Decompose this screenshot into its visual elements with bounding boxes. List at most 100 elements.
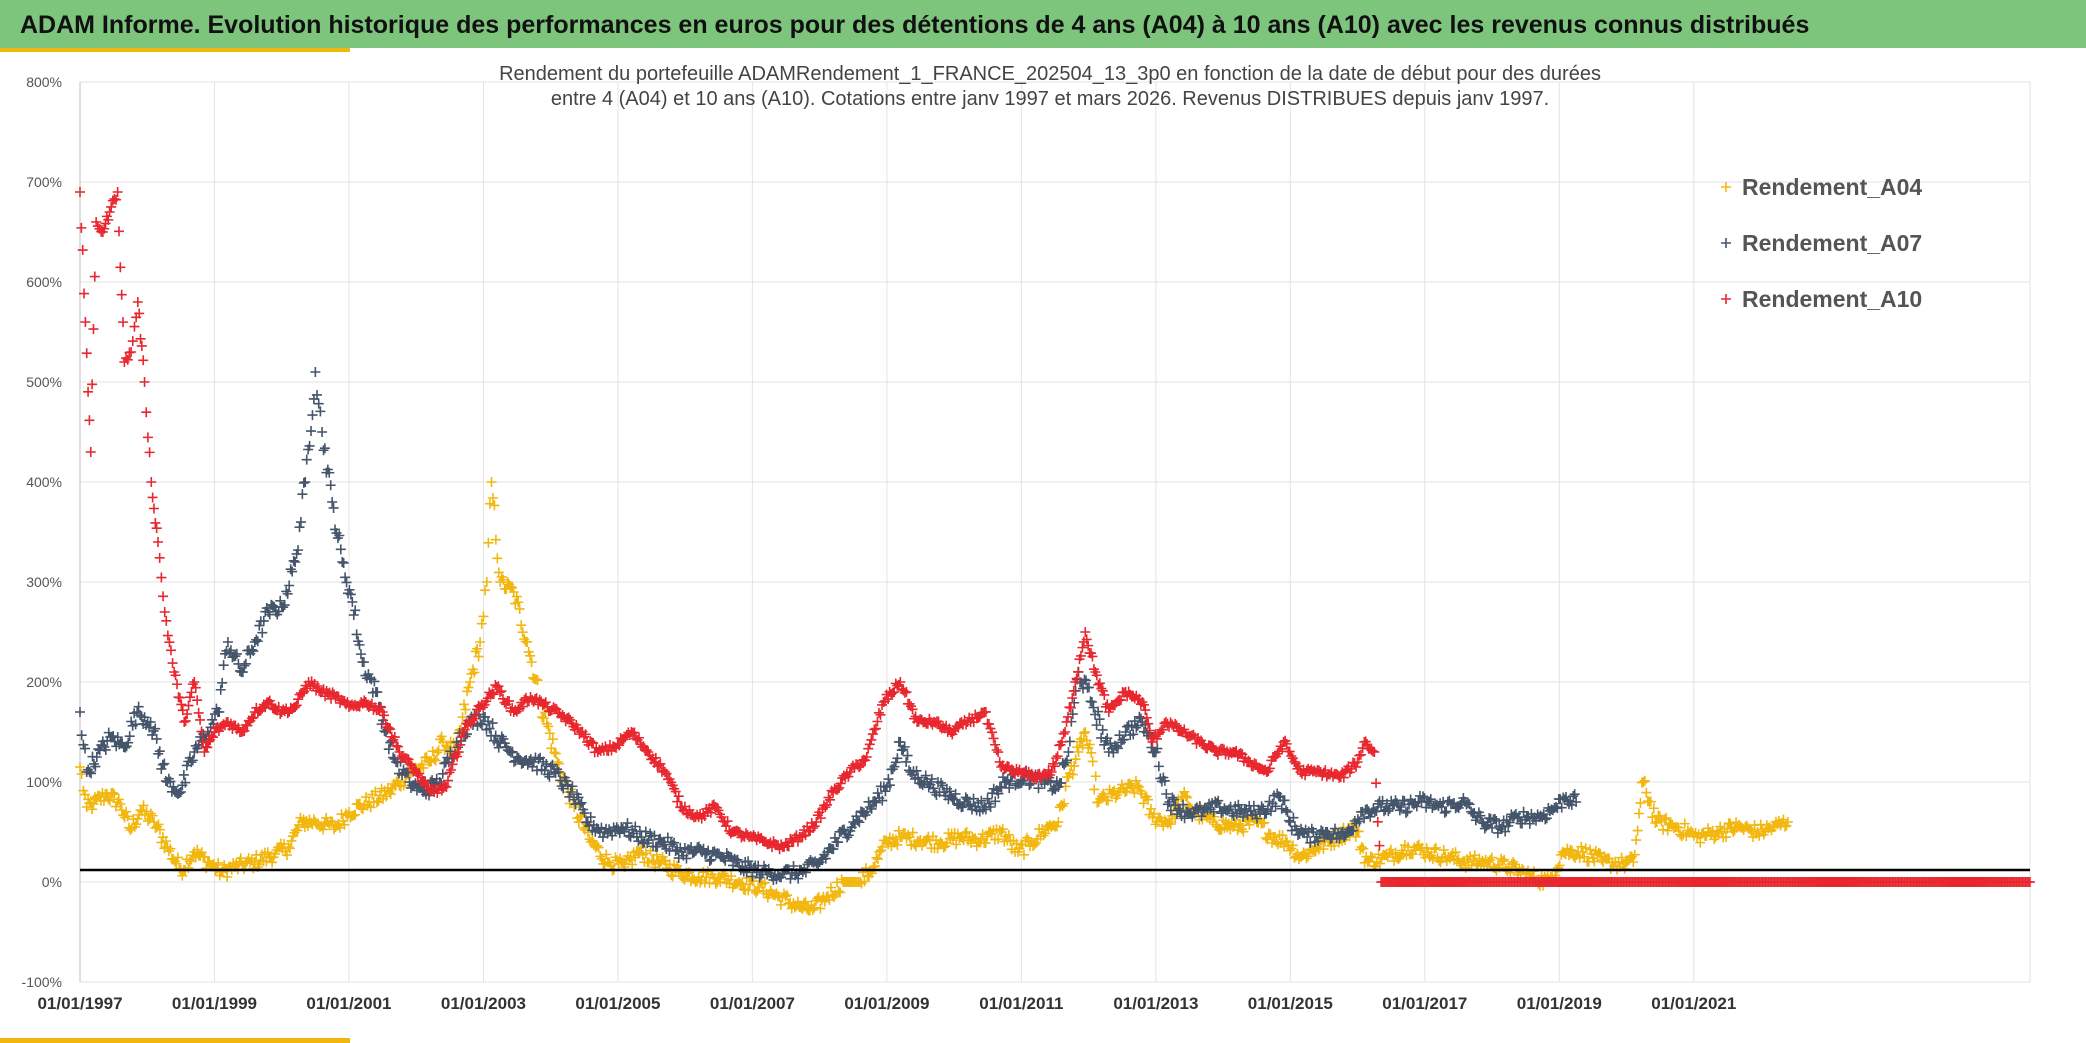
data-point-fill [1157, 724, 1168, 735]
data-point-fill [122, 354, 133, 365]
y-tick-label: 300% [26, 574, 62, 590]
data-point-fill [990, 739, 1001, 750]
data-point-fill [634, 732, 645, 743]
data-point-fill [997, 824, 1008, 835]
data-point-fill [926, 773, 937, 784]
data-point-fill [1276, 803, 1287, 814]
data-point-fill [141, 806, 152, 817]
data-point-fill [866, 734, 877, 745]
data-point-fill [1282, 806, 1293, 817]
legend: Rendement_A04 Rendement_A07 Rendement_A10 [1721, 174, 1922, 312]
data-point-fill [1069, 760, 1080, 771]
data-point-fill [1038, 830, 1049, 841]
data-point-fill [961, 719, 972, 730]
data-point-fill [780, 891, 791, 902]
data-point-fill [517, 701, 528, 712]
data-point-fill [1146, 803, 1157, 814]
data-point-fill [913, 772, 924, 783]
data-point-fill [1355, 749, 1366, 760]
data-point [88, 799, 99, 809]
legend-item-Rendement_A04: Rendement_A04 [1721, 174, 1922, 200]
data-point-fill [475, 718, 486, 729]
data-point-fill [1162, 799, 1173, 810]
data-point-fill [842, 832, 853, 843]
data-point-fill [231, 648, 242, 659]
data-point-fill [186, 854, 197, 865]
data-point [290, 557, 301, 567]
chart-title-line-2: entre 4 (A04) et 10 ans (A10). Cotations… [551, 88, 1549, 110]
data-point-fill [542, 769, 553, 780]
data-point-fill [877, 841, 888, 852]
x-tick-label: 01/01/2019 [1517, 994, 1602, 1013]
data-point-fill [494, 687, 505, 698]
data-point-fill [532, 675, 543, 686]
data-point-fill [1081, 675, 1092, 686]
data-point-fill [1281, 738, 1292, 749]
y-tick-label: 500% [26, 374, 62, 390]
data-point-fill [1143, 718, 1154, 729]
data-point-fill [645, 828, 656, 839]
data-point-fill [246, 713, 257, 724]
data-point-fill [993, 788, 1004, 799]
data-point-fill [833, 886, 844, 897]
data-point-fill [1073, 666, 1084, 677]
data-point-fill [1316, 825, 1327, 836]
data-point-fill [553, 766, 564, 777]
data-point-fill [135, 710, 146, 721]
data-point-fill [1270, 801, 1281, 812]
data-point-fill [549, 747, 560, 758]
data-point-fill [1121, 786, 1132, 797]
data-point-fill [183, 862, 194, 873]
data-point-fill [319, 443, 330, 454]
x-axis-ticks: 01/01/1997 01/01/1999 01/01/2001 01/01/2003… [37, 994, 1736, 1013]
y-tick-label: 600% [26, 274, 62, 290]
data-point-fill [1673, 822, 1684, 833]
data-point-fill [373, 796, 384, 807]
data-point-fill [1499, 854, 1510, 865]
data-point-fill [587, 835, 598, 846]
data-point-fill [809, 902, 820, 913]
data-point-fill [166, 645, 176, 656]
data-point-fill [1720, 832, 1731, 843]
data-point-fill [889, 761, 900, 772]
data-point-fill [1484, 813, 1495, 824]
data-point [145, 717, 156, 727]
data-point-fill [260, 702, 271, 713]
data-point-fill [1130, 775, 1141, 786]
data-point-fill [1004, 782, 1015, 793]
data-point-fill [595, 851, 606, 862]
data-point-fill [871, 852, 882, 863]
data-point-fill [534, 694, 545, 705]
data-point-fill [158, 591, 169, 602]
data-point [1571, 797, 1582, 807]
data-point-fill [193, 707, 204, 718]
data-point-fill [121, 353, 132, 364]
data-point-fill [292, 825, 303, 836]
data-point [1060, 727, 1071, 737]
data-point-fill [751, 887, 762, 898]
data-point-fill [1141, 712, 1152, 723]
data-point-fill [1300, 770, 1311, 781]
data-point-fill [1175, 805, 1186, 816]
data-point-fill [1303, 851, 1314, 862]
data-point [159, 607, 170, 617]
data-point-fill [960, 792, 971, 803]
data-point-fill [1585, 844, 1596, 855]
data-point-fill [124, 731, 135, 742]
data-point-fill [334, 530, 345, 541]
data-point-fill [345, 589, 356, 600]
data-point-fill [1062, 755, 1073, 766]
data-point-fill [1438, 845, 1449, 856]
data-point [636, 832, 647, 842]
data-point-fill [1051, 821, 1062, 832]
data-point-fill [1094, 678, 1105, 689]
data-point-fill [1425, 794, 1436, 805]
data-point-fill [142, 432, 153, 443]
data-point-fill [604, 824, 615, 835]
data-point-fill [159, 758, 170, 769]
data-point-fill [828, 844, 839, 855]
data-point-fill [1354, 750, 1365, 761]
data-point-fill [446, 764, 457, 775]
data-point-fill [1234, 818, 1245, 829]
data-point-fill [1108, 747, 1119, 758]
